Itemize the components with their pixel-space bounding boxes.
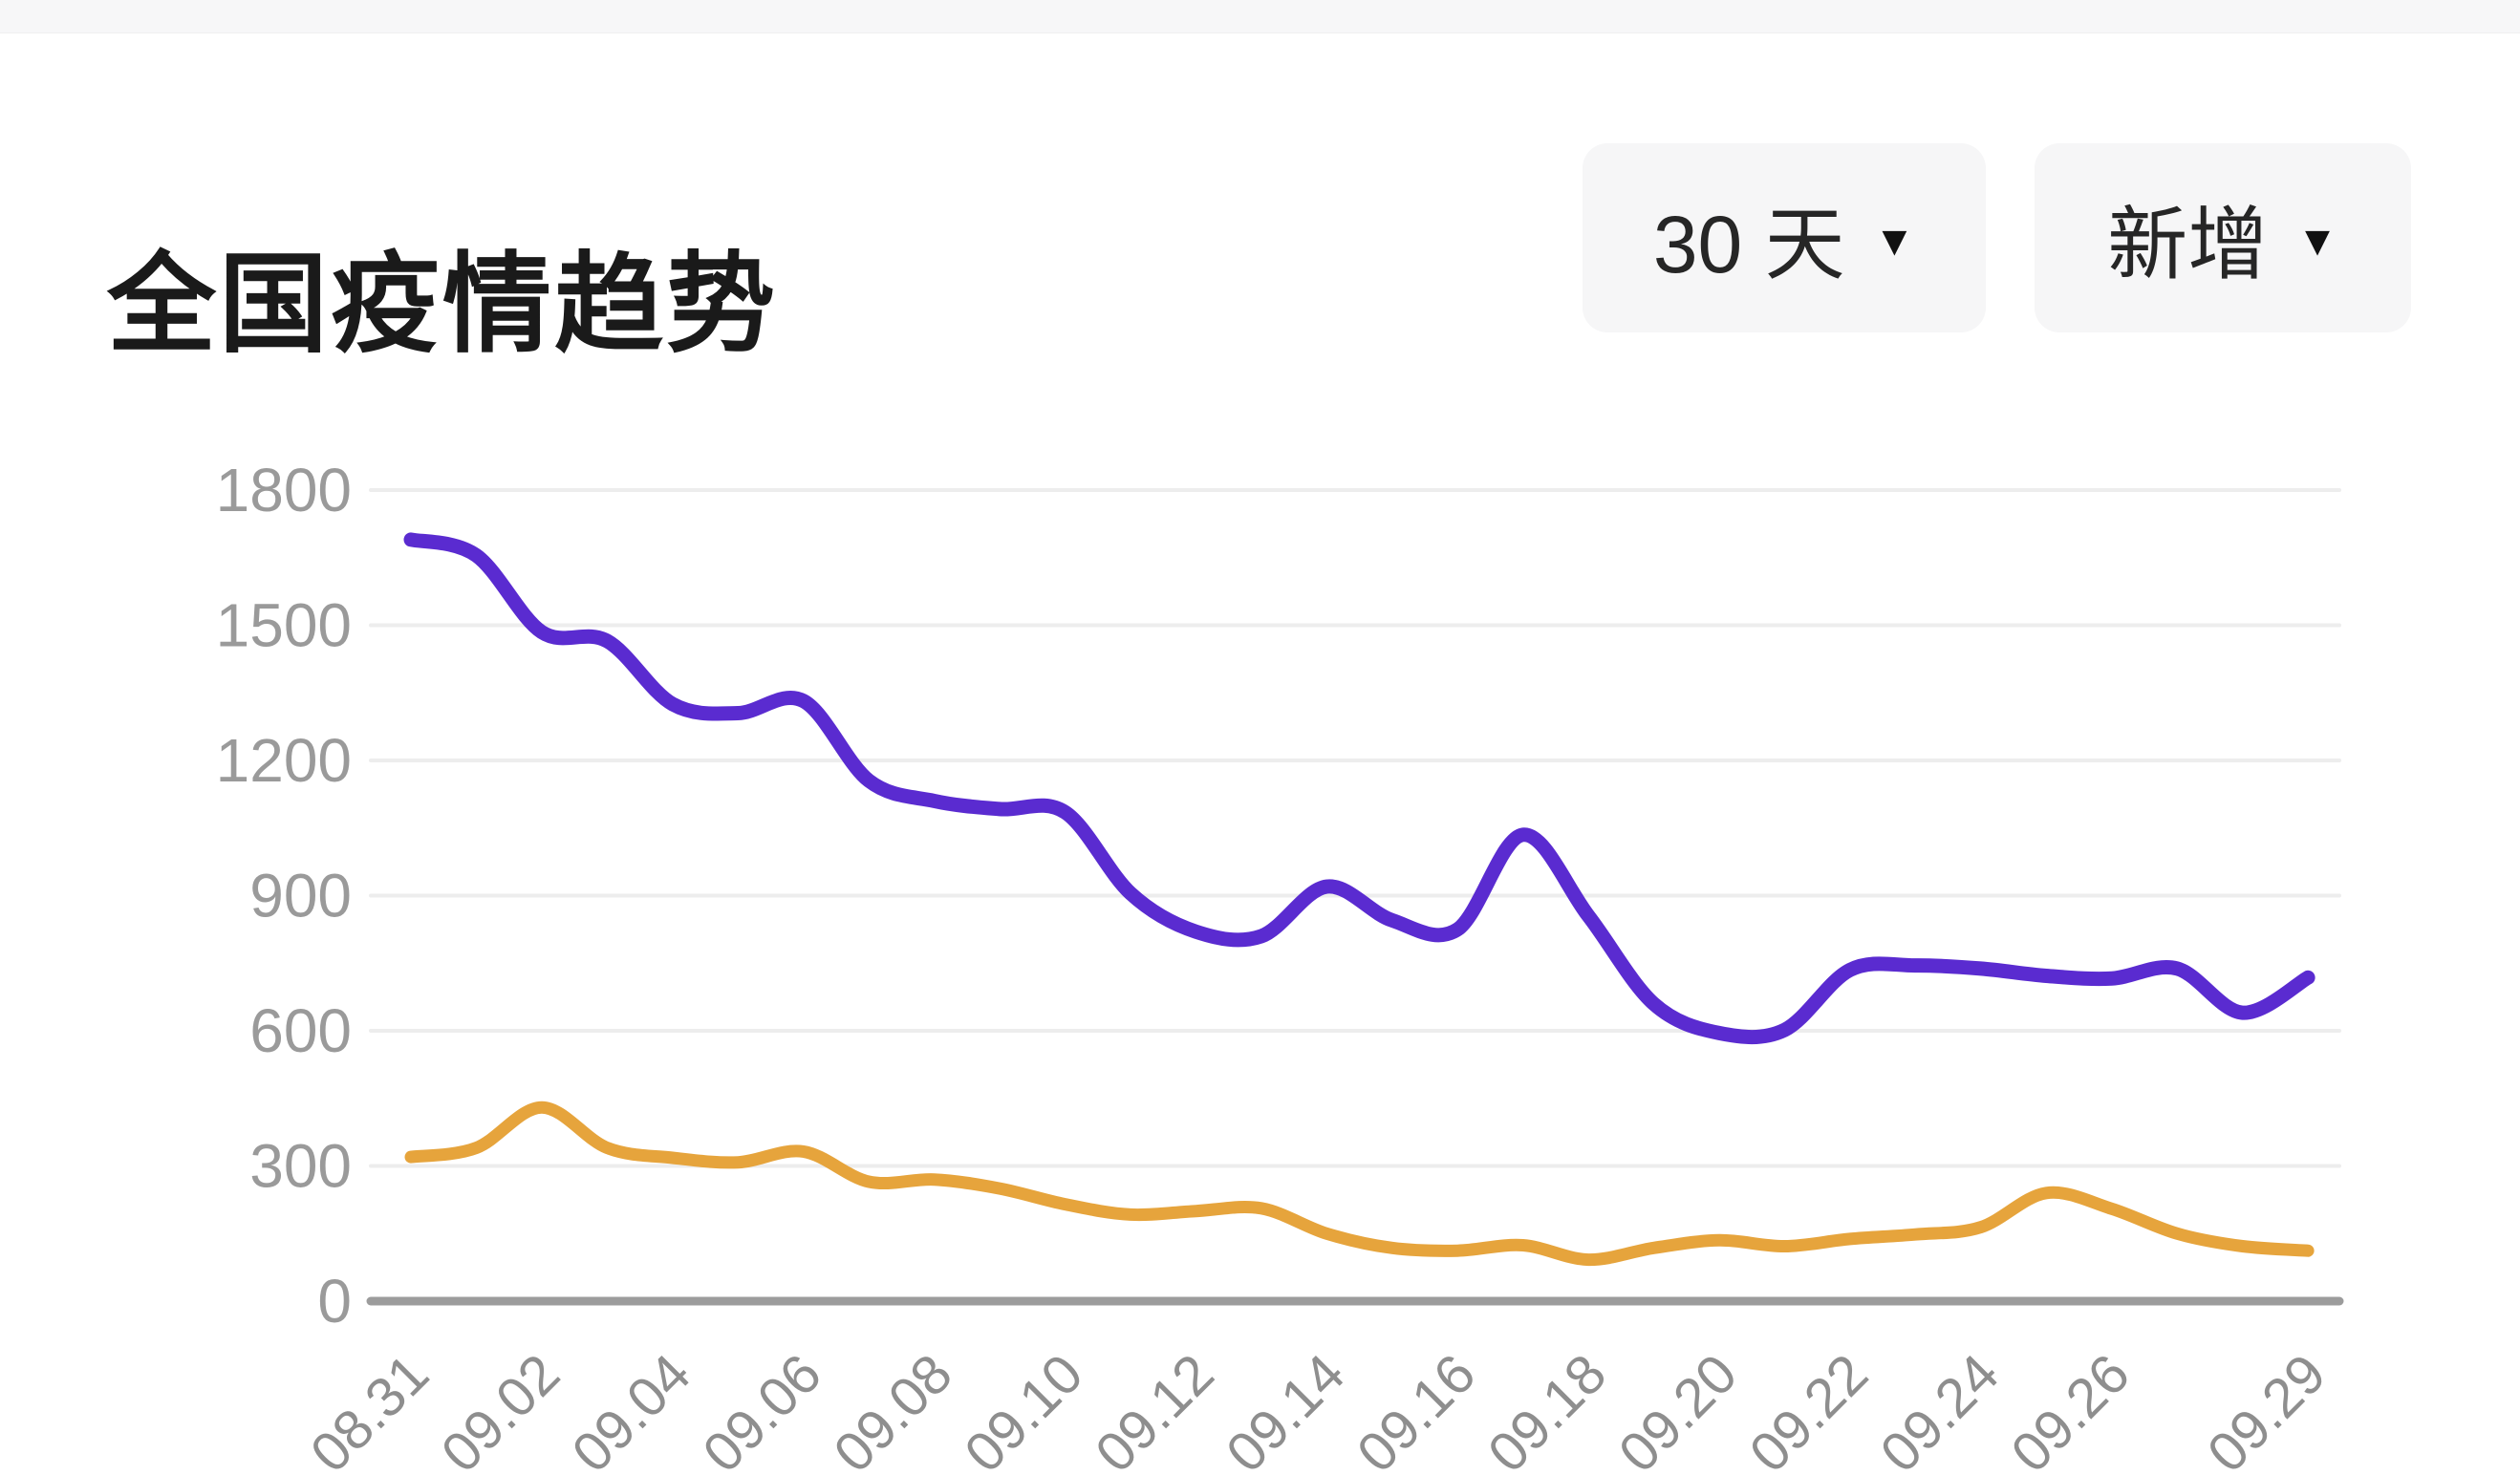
x-axis-label: 09.04: [560, 1342, 702, 1475]
x-axis-label: 09.08: [822, 1342, 964, 1475]
x-axis-label: 08.31: [299, 1342, 442, 1475]
x-axis-label: 09.16: [1346, 1342, 1488, 1475]
x-axis-label: 09.14: [1215, 1342, 1357, 1475]
chevron-down-icon: ▼: [2296, 218, 2338, 265]
y-axis-label: 300: [249, 1132, 352, 1201]
y-axis-label: 1500: [216, 591, 352, 660]
y-axis-label: 1800: [216, 456, 352, 524]
x-axis-label: 09.20: [1607, 1342, 1750, 1475]
orange-line: [404, 1101, 2315, 1267]
range-dropdown-button[interactable]: 30 天 ▼: [1583, 143, 1986, 332]
purple-line: [403, 532, 2315, 1044]
chevron-down-icon: ▼: [1873, 218, 1916, 265]
page-title: 全国疫情趋势: [107, 245, 779, 367]
x-axis-label: 09.29: [2196, 1342, 2338, 1475]
x-axis-label: 09.06: [691, 1342, 833, 1475]
y-axis-label: 0: [317, 1267, 352, 1336]
range-dropdown-label: 30 天: [1652, 199, 1845, 289]
y-axis-label: 1200: [216, 726, 352, 795]
metric-dropdown-label: 新增: [2107, 199, 2269, 289]
y-axis-label: 600: [249, 996, 352, 1065]
x-axis-label: 09.24: [1868, 1342, 2011, 1475]
x-axis-label: 09.22: [1737, 1342, 1880, 1475]
x-axis-label: 09.10: [953, 1342, 1095, 1475]
x-axis-label: 09.18: [1476, 1342, 1619, 1475]
x-axis-label: 09.12: [1084, 1342, 1226, 1475]
y-axis-label: 900: [249, 862, 352, 930]
top-status-strip: [0, 0, 2520, 33]
x-axis-label: 09.02: [429, 1342, 571, 1475]
x-axis-label: 09.26: [1999, 1342, 2142, 1475]
metric-dropdown-button[interactable]: 新增 ▼: [2035, 143, 2411, 332]
